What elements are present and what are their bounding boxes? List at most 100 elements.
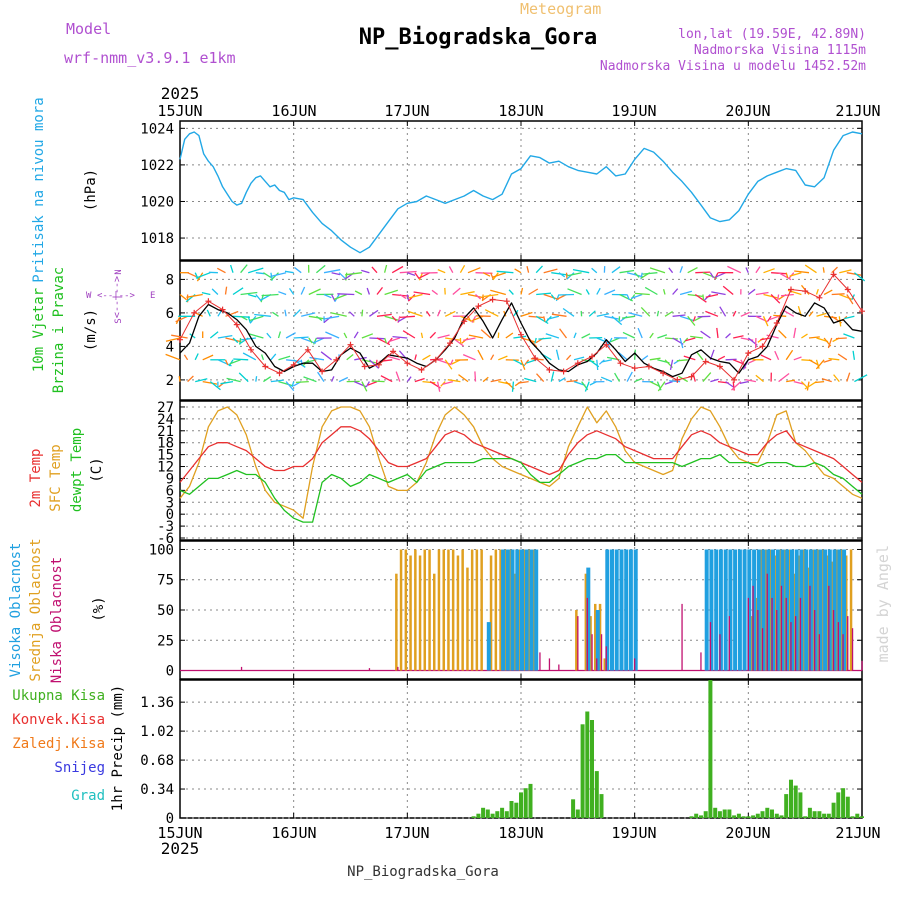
cloud-bar [799, 549, 804, 671]
temp-ylabel-dew: dewpt Temp [69, 428, 85, 512]
wind-arrow [640, 306, 651, 317]
wind-arrow [793, 380, 805, 385]
wind-arrow [649, 357, 661, 361]
y-tick-label: 1020 [140, 194, 174, 210]
wind-arrow [664, 337, 678, 340]
wind-arrow [317, 371, 325, 382]
wind-arrow [444, 359, 453, 370]
wind-arrow [763, 293, 778, 299]
precip-bar [594, 771, 599, 818]
wind-arrow [604, 315, 619, 320]
cloud-bar [788, 549, 791, 671]
cloud-bar [816, 549, 820, 671]
cloud-bar [575, 610, 578, 671]
wind-arrow [550, 294, 556, 300]
cloud-bar [778, 549, 782, 671]
wind-arrow [482, 376, 489, 383]
temp-unit: (C) [89, 457, 105, 482]
cloud-bar [832, 610, 835, 671]
wind-arrow [247, 332, 264, 339]
cloud-bar [368, 668, 371, 671]
wind-arrow [664, 310, 673, 317]
wind-arrow [171, 334, 188, 339]
wind-arrow [573, 356, 585, 361]
wind-arrow [567, 272, 582, 277]
cloud-bar [771, 549, 775, 671]
wind-arrow [482, 272, 491, 277]
x-tick-top: 20JUN [725, 102, 770, 120]
wind-arrow [266, 332, 272, 339]
wind-arrow [793, 356, 802, 361]
wind-arrow [567, 288, 582, 296]
wind-arrow [498, 355, 508, 361]
wind-arrow [426, 310, 431, 317]
wind-arrow [852, 350, 856, 360]
wind-ylabel-1: 10m Vjetar [31, 288, 47, 372]
wind-arrow [618, 351, 628, 361]
cloud-bar [761, 549, 766, 671]
wind-arrow [789, 272, 802, 277]
y-tick-label: -6 [157, 531, 174, 547]
wind-arrow [611, 315, 623, 326]
wind-arrow [330, 312, 347, 317]
wind-arrow [603, 337, 611, 349]
wind-arrow [278, 380, 293, 387]
wind-arrow [839, 269, 852, 274]
wind-arrow [584, 381, 590, 392]
wind-arrow [474, 371, 477, 382]
wind-arrow [247, 316, 251, 323]
wind-arrow [722, 285, 734, 296]
wind-arrow [308, 315, 326, 320]
station-title: NP_Biogradska_Gora [359, 25, 597, 50]
wind-arrow [371, 380, 385, 383]
precip-bar [822, 813, 827, 818]
wind-arrow [528, 288, 539, 296]
cloud-bar [499, 549, 502, 671]
y-tick-label: 0 [166, 811, 174, 827]
wind-arrow [284, 309, 287, 317]
wind-arrow [345, 272, 362, 276]
model-label: Model [66, 20, 111, 38]
wind-arrow [566, 380, 578, 383]
cloud-bar [728, 616, 730, 671]
precip-bar [699, 815, 703, 818]
wind-gust-marker [447, 340, 453, 347]
y-tick-label: 0 [166, 664, 174, 680]
wind-arrow [641, 355, 649, 361]
y-tick-label: 2 [166, 373, 174, 389]
pressure-ylabel: Pritisak na nivou mora [31, 97, 47, 282]
wind-gust-marker [702, 358, 709, 365]
precip-bar [504, 811, 509, 818]
wind-arrow [581, 333, 591, 339]
wind-arrow [209, 331, 219, 339]
precip-bar [836, 792, 841, 818]
wind-arrow [333, 293, 347, 301]
precip-bar [807, 807, 812, 818]
wind-arrow [452, 337, 464, 347]
wind-arrow [202, 380, 218, 385]
wind-arrow [747, 288, 756, 296]
wind-arrow [365, 381, 370, 388]
wind-arrow [679, 290, 693, 296]
wind-gust-marker [461, 318, 468, 325]
wind-arrow [490, 378, 502, 383]
wind-arrow [782, 309, 795, 317]
wind-gust-marker [589, 353, 595, 360]
compass-n: N [114, 269, 124, 274]
wind-arrow [165, 353, 181, 361]
compass-s: S [114, 318, 124, 323]
cloud-bar [510, 549, 515, 671]
wind-arrow [559, 293, 575, 296]
wind-arrow [543, 316, 546, 322]
wind-arrow [490, 289, 506, 296]
wind-arrow [687, 315, 696, 326]
wind-arrow [391, 315, 397, 322]
wind-arrow [376, 287, 384, 295]
wind-arrow [388, 337, 400, 343]
wind-arrow [815, 288, 819, 295]
wind-arrow [447, 379, 461, 383]
wind-arrow [238, 372, 249, 383]
wind-arrow [538, 337, 552, 340]
wind-arrow [662, 289, 666, 295]
cloud-bar [742, 549, 747, 671]
